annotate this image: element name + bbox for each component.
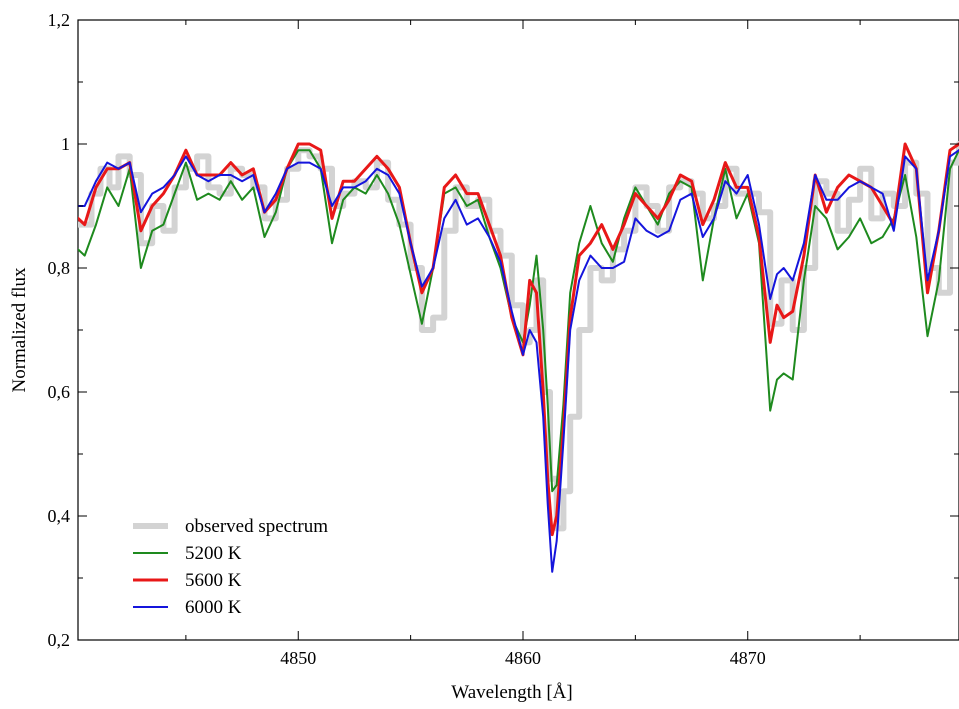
y-tick-label: 0,4 (48, 506, 71, 526)
series-line-5200-k (78, 150, 959, 491)
legend-label: 6000 K (185, 597, 242, 618)
y-tick-label: 0,2 (48, 630, 71, 650)
x-axis-title: Wavelength [Å] (451, 682, 572, 703)
x-tick-label: 4850 (280, 648, 316, 668)
legend-label: observed spectrum (185, 516, 328, 537)
y-tick-label: 0,6 (48, 382, 71, 402)
legend-label: 5600 K (185, 570, 242, 591)
legend: observed spectrum 5200 K 5600 K 6000 K (133, 516, 328, 618)
y-tick-label: 1,2 (48, 10, 71, 30)
y-tick-label: 0,8 (48, 258, 71, 278)
legend-label: 5200 K (185, 543, 242, 564)
x-tick-label: 4860 (505, 648, 541, 668)
x-tick-label: 4870 (730, 648, 766, 668)
y-axis-title: Normalized flux (9, 267, 30, 393)
series-layer (78, 144, 959, 572)
y-tick-label: 1 (61, 134, 70, 154)
